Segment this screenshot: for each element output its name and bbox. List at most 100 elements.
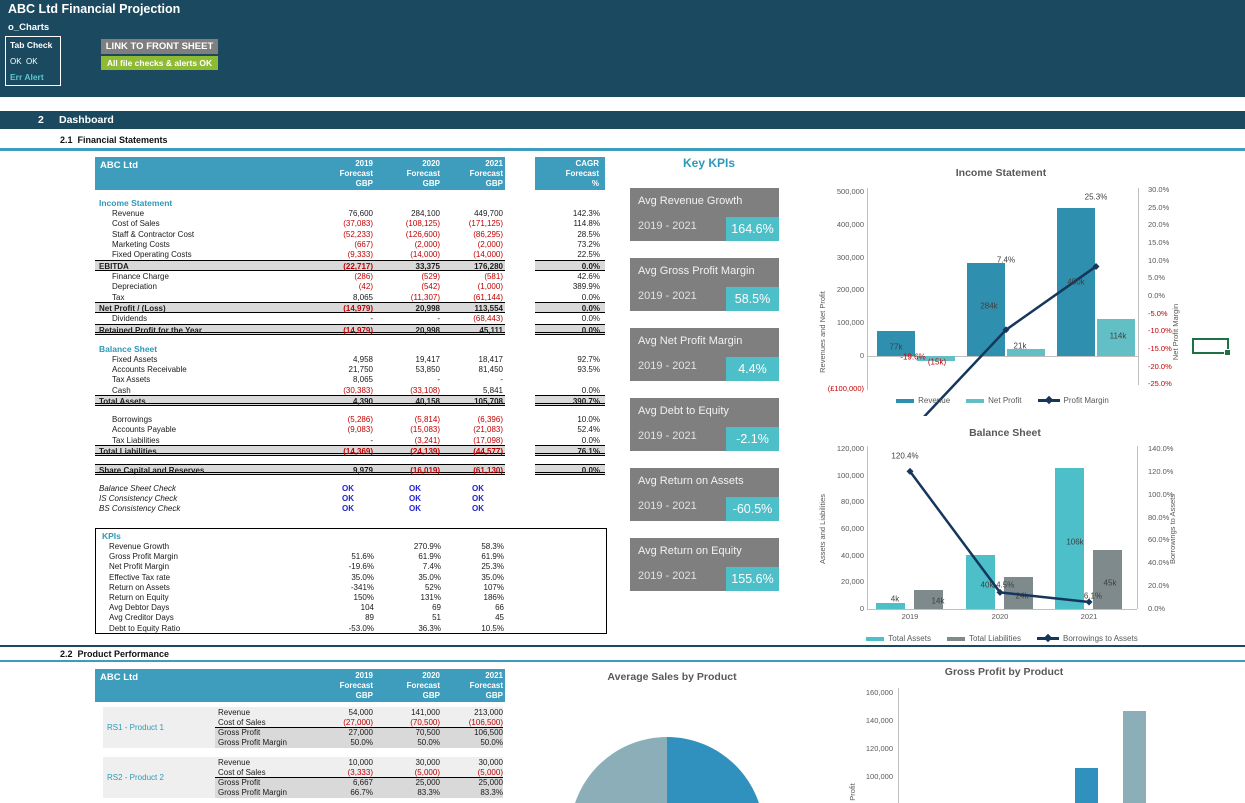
- product-group-name: RS1 - Product 1: [107, 723, 164, 732]
- cagr-value: 22.5%: [577, 250, 600, 260]
- product-cell-value: 10,000: [348, 758, 373, 767]
- kpi-row-value: -341%: [350, 582, 374, 592]
- kpi-row-value: 45: [495, 613, 504, 623]
- cagr-value: 0.0%: [581, 385, 600, 395]
- kpi-row-value: 36.3%: [418, 623, 441, 633]
- kpi-row-value: 186%: [483, 593, 504, 602]
- row-label: Depreciation: [112, 282, 157, 292]
- data-label: 114k: [1109, 331, 1127, 341]
- chart-title: Gross Profit by Product: [944, 666, 1064, 678]
- cell-value: (1,000): [477, 282, 503, 292]
- x-axis-label: 2020: [991, 612, 1009, 621]
- kpi-row-value: 51.6%: [351, 552, 374, 562]
- axis-tick-label: 100,000: [865, 772, 893, 781]
- gross-profit-chart[interactable]: Gross Profit by Product 160,000 140,000 120…: [840, 660, 1245, 803]
- kpi-row-label: Return on Equity: [109, 593, 169, 602]
- cell-value: -: [500, 375, 503, 385]
- row-label: Fixed Operating Costs: [112, 250, 192, 260]
- total-cagr-value: 0.0%: [581, 303, 600, 313]
- cell-selection-outline[interactable]: [1192, 338, 1231, 356]
- cell-value: (2,000): [477, 239, 503, 249]
- axis-tick-label: 200,000: [836, 285, 864, 294]
- cell-value: (42): [358, 282, 373, 292]
- balance-sheet-chart[interactable]: Balance Sheet 120,000 100,000 80,000 60,000 4…: [800, 418, 1185, 648]
- table-col-header: 2021: [485, 159, 503, 168]
- axis-tick-label: 100,000: [836, 318, 864, 327]
- chart-legend: Total Assets Total Liabilities Borrowings …: [847, 633, 1157, 643]
- total-row-label: Total Liabilities: [99, 446, 157, 456]
- total-cell: 176,280: [474, 261, 503, 271]
- cell-value: (542): [421, 282, 440, 292]
- total-row-label: Retained Profit for the Year: [99, 325, 202, 335]
- sheet-name-subtitle: o_Charts: [8, 22, 50, 33]
- axis-line-left: [898, 688, 899, 803]
- cell-value: 76,600: [348, 209, 373, 218]
- total-cell: (16,019): [410, 465, 440, 475]
- line-series: [923, 262, 1100, 416]
- total-row-label: Share Capital and Reserves: [99, 465, 205, 475]
- total-row: [95, 394, 505, 406]
- cagr-value: 73.2%: [577, 239, 600, 249]
- tab-check-box: Tab Check OK OK Err Alert: [5, 36, 61, 86]
- table-cagr-header: CAGR Forecast%: [535, 157, 605, 190]
- financial-statements-table[interactable]: ABC Ltd 2019 Forecast GBP 2020 Forecast GBP 202…: [95, 157, 607, 522]
- workbook-title: ABC Ltd Financial Projection: [8, 2, 181, 16]
- key-kpi-card: Avg Debt to Equity 2019 - 2021 -2.1%: [630, 398, 779, 451]
- revenue-bar: [877, 330, 915, 356]
- total-cell: (44,577): [473, 446, 503, 456]
- kpis-table[interactable]: KPIs Revenue Growth 270.9% 58.3% Gross Prof…: [95, 528, 607, 634]
- kpi-row-label: Effective Tax rate: [109, 572, 171, 582]
- dashboard-section-title: Dashboard: [59, 114, 114, 126]
- cell-value: 8,065: [352, 375, 373, 385]
- total-liabilities-bar: [914, 589, 943, 609]
- x-axis-label: 2021: [1080, 612, 1098, 621]
- key-kpi-card: Avg Return on Equity 2019 - 2021 155.6%: [630, 538, 779, 591]
- axis-tick-label: (£100,000): [827, 384, 864, 393]
- cell-value: 5,841: [482, 385, 503, 395]
- product-cell-value: 25,000: [415, 778, 440, 787]
- key-kpi-value-chip: 58.5%: [726, 287, 779, 311]
- axis-tick-label: 20.0%: [1148, 220, 1170, 229]
- selection-fill-handle[interactable]: [1224, 349, 1231, 356]
- cell-value: (5,286): [347, 414, 373, 424]
- axis-tick-label: 100.0%: [1148, 489, 1174, 499]
- product-cell-value: (5,000): [414, 768, 440, 777]
- average-sales-pie-chart[interactable]: Average Sales by Product: [540, 665, 800, 803]
- total-cagr-chip: [535, 394, 605, 406]
- income-statement-chart[interactable]: Income Statement 500,000 400,000 300,000 200…: [800, 160, 1185, 416]
- product-cell-value: 83.3%: [480, 788, 503, 797]
- table-col-header: GBP: [355, 691, 373, 700]
- total-row: [95, 301, 505, 313]
- check-row-value: OK: [409, 483, 421, 493]
- axis-tick-label: 140.0%: [1148, 444, 1174, 453]
- key-kpi-value-chip: 164.6%: [726, 217, 779, 241]
- cell-value: (9,083): [347, 425, 373, 435]
- cagr-value: 0.0%: [581, 292, 600, 302]
- axis-tick-label: 0.0%: [1148, 604, 1166, 613]
- kpi-row-label: Revenue Growth: [109, 542, 170, 551]
- product-performance-table[interactable]: ABC Ltd 2019 Forecast GBP 2020 Forecast GBP 202…: [95, 669, 607, 803]
- product-row-label: Revenue: [218, 758, 251, 767]
- cell-value: 18,417: [478, 354, 503, 364]
- kpi-row-value: 270.9%: [413, 542, 441, 551]
- legend-label: Net Profit: [988, 396, 1022, 405]
- cagr-value: 10.0%: [577, 414, 600, 424]
- axis-line-right: [1138, 188, 1139, 385]
- legend-bar-swatch: [866, 636, 885, 641]
- cagr-value: 92.7%: [577, 354, 600, 364]
- section-divider-teal-2: [0, 660, 1245, 662]
- cell-value: 21,750: [348, 365, 373, 374]
- axis-tick-label: 20,000: [841, 577, 864, 587]
- data-label: 284k: [980, 301, 998, 311]
- kpi-row-value: 52%: [424, 582, 441, 592]
- link-to-front-sheet-button[interactable]: LINK TO FRONT SHEET: [101, 39, 218, 54]
- data-label: 14k: [931, 596, 945, 606]
- table-col-header: Forecast: [339, 169, 373, 178]
- total-cagr-value: 0.0%: [581, 325, 600, 335]
- chart-legend: Revenue Net Profit Profit Margin: [867, 395, 1138, 405]
- revenue-bar: [967, 262, 1005, 356]
- product-row-label: Gross Profit Margin: [218, 738, 287, 747]
- total-cell: (14,979): [343, 303, 373, 313]
- legend-label: Borrowings to Assets: [1063, 634, 1138, 643]
